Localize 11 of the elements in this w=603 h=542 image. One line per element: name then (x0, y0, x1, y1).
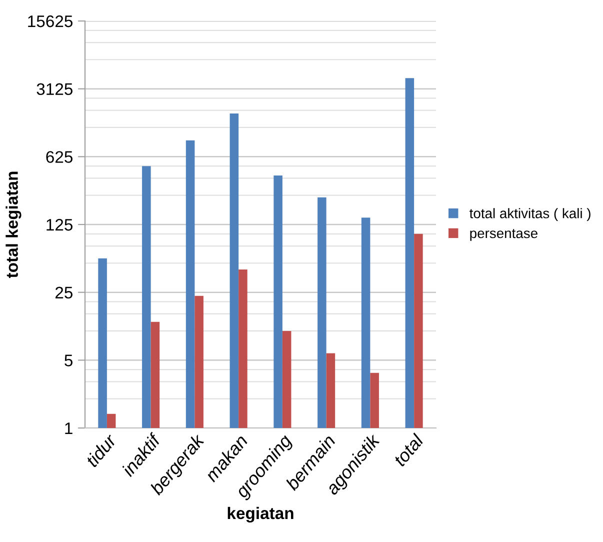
y-tick-label: 625 (46, 151, 72, 163)
y-tick-label: 1 (65, 422, 72, 434)
y-axis-title: total kegiatan (6, 172, 22, 278)
y-tick-label: 5 (64, 354, 72, 366)
y-tick-label: 15625 (28, 15, 72, 28)
y-tick-label: 125 (46, 218, 72, 231)
y-tick-label: 25 (55, 286, 72, 299)
x-axis-title: kegiatan (228, 506, 294, 522)
y-tick-label: 3125 (36, 83, 72, 96)
legend-label: total aktivitas ( kali ) (470, 208, 590, 222)
legend-label: persentase (470, 229, 538, 241)
